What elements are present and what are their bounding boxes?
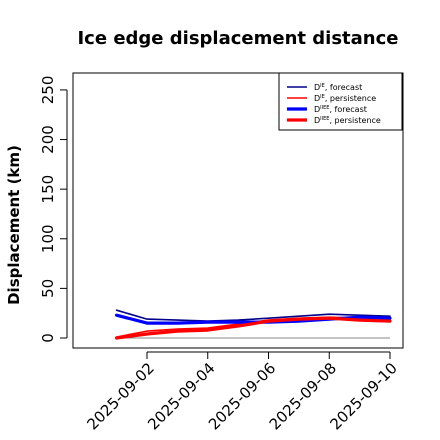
- series-layer: [114, 309, 392, 340]
- y-tick-label: 0: [39, 333, 57, 343]
- legend-label: DIE, persistence: [314, 94, 376, 103]
- legend-box: [278, 72, 403, 131]
- legend-label: DIE, forecast: [314, 83, 362, 92]
- chart-title: Ice edge displacement distance: [77, 28, 398, 49]
- y-tick-label: 50: [39, 279, 57, 298]
- y-axis: 0 50 100 150 200 250: [39, 76, 68, 343]
- legend-label: DIIEE, persistence: [314, 116, 381, 125]
- x-axis: 2025-09-022025-09-042025-09-062025-09-08…: [83, 351, 401, 433]
- y-tick-label: 150: [39, 175, 57, 204]
- series-line: [115, 309, 391, 322]
- y-axis-label: Displacement (km): [5, 145, 23, 305]
- legend: DIE, forecast DIE, persistence DIIEE, fore…: [278, 72, 403, 131]
- y-tick-label: 100: [39, 224, 57, 253]
- y-tick-label: 250: [39, 76, 57, 105]
- legend-label: DIIEE, forecast: [314, 105, 367, 114]
- y-tick-label: 200: [39, 125, 57, 154]
- plot-area-frame: [72, 72, 404, 349]
- series-line: [114, 316, 392, 340]
